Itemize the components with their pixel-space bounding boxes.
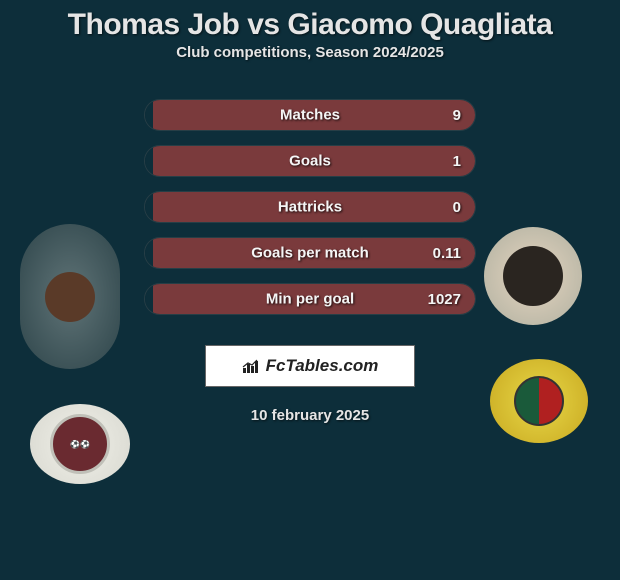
stat-bar-left [145, 192, 153, 222]
watermark-text: FcTables.com [266, 356, 379, 376]
watermark-badge: FcTables.com [205, 345, 415, 387]
player-right-head [503, 246, 563, 306]
stat-value-right: 0 [453, 199, 461, 216]
comparison-title: Thomas Job vs Giacomo Quagliata [10, 0, 610, 44]
player-right-avatar [484, 227, 582, 325]
chart-icon [242, 358, 262, 374]
stat-bar-left [145, 146, 153, 176]
stat-label: Goals [289, 153, 331, 170]
stat-bar: 0 Hattricks [144, 191, 476, 223]
stat-label: Hattricks [278, 199, 342, 216]
stat-value-right: 1 [453, 153, 461, 170]
stat-value-right: 0.11 [433, 245, 461, 262]
stat-label: Matches [280, 107, 340, 124]
stat-bar: 1 Goals [144, 145, 476, 177]
player-left-avatar [20, 224, 120, 369]
stat-label: Min per goal [266, 291, 354, 308]
stat-bar: 9 Matches [144, 99, 476, 131]
stat-bar-left [145, 284, 153, 314]
club-right-logo [490, 359, 588, 443]
club-left-crest: ⚽⚽ [50, 414, 110, 474]
stat-value-right: 9 [453, 107, 461, 124]
club-left-logo: ⚽⚽ [30, 404, 130, 484]
stat-label: Goals per match [251, 245, 369, 262]
player-left-head [45, 272, 95, 322]
stat-value-right: 1027 [428, 291, 461, 308]
stat-bar-left [145, 100, 153, 130]
comparison-area: ⚽⚽ 9Matches1Goals0Hattricks0.11Goals per… [10, 99, 610, 315]
club-right-crest [514, 376, 564, 426]
stat-bar: 0.11 Goals per match [144, 237, 476, 269]
stat-bar: 1027 Min per goal [144, 283, 476, 315]
stat-bar-left [145, 238, 153, 268]
comparison-subtitle: Club competitions, Season 2024/2025 [10, 44, 610, 61]
